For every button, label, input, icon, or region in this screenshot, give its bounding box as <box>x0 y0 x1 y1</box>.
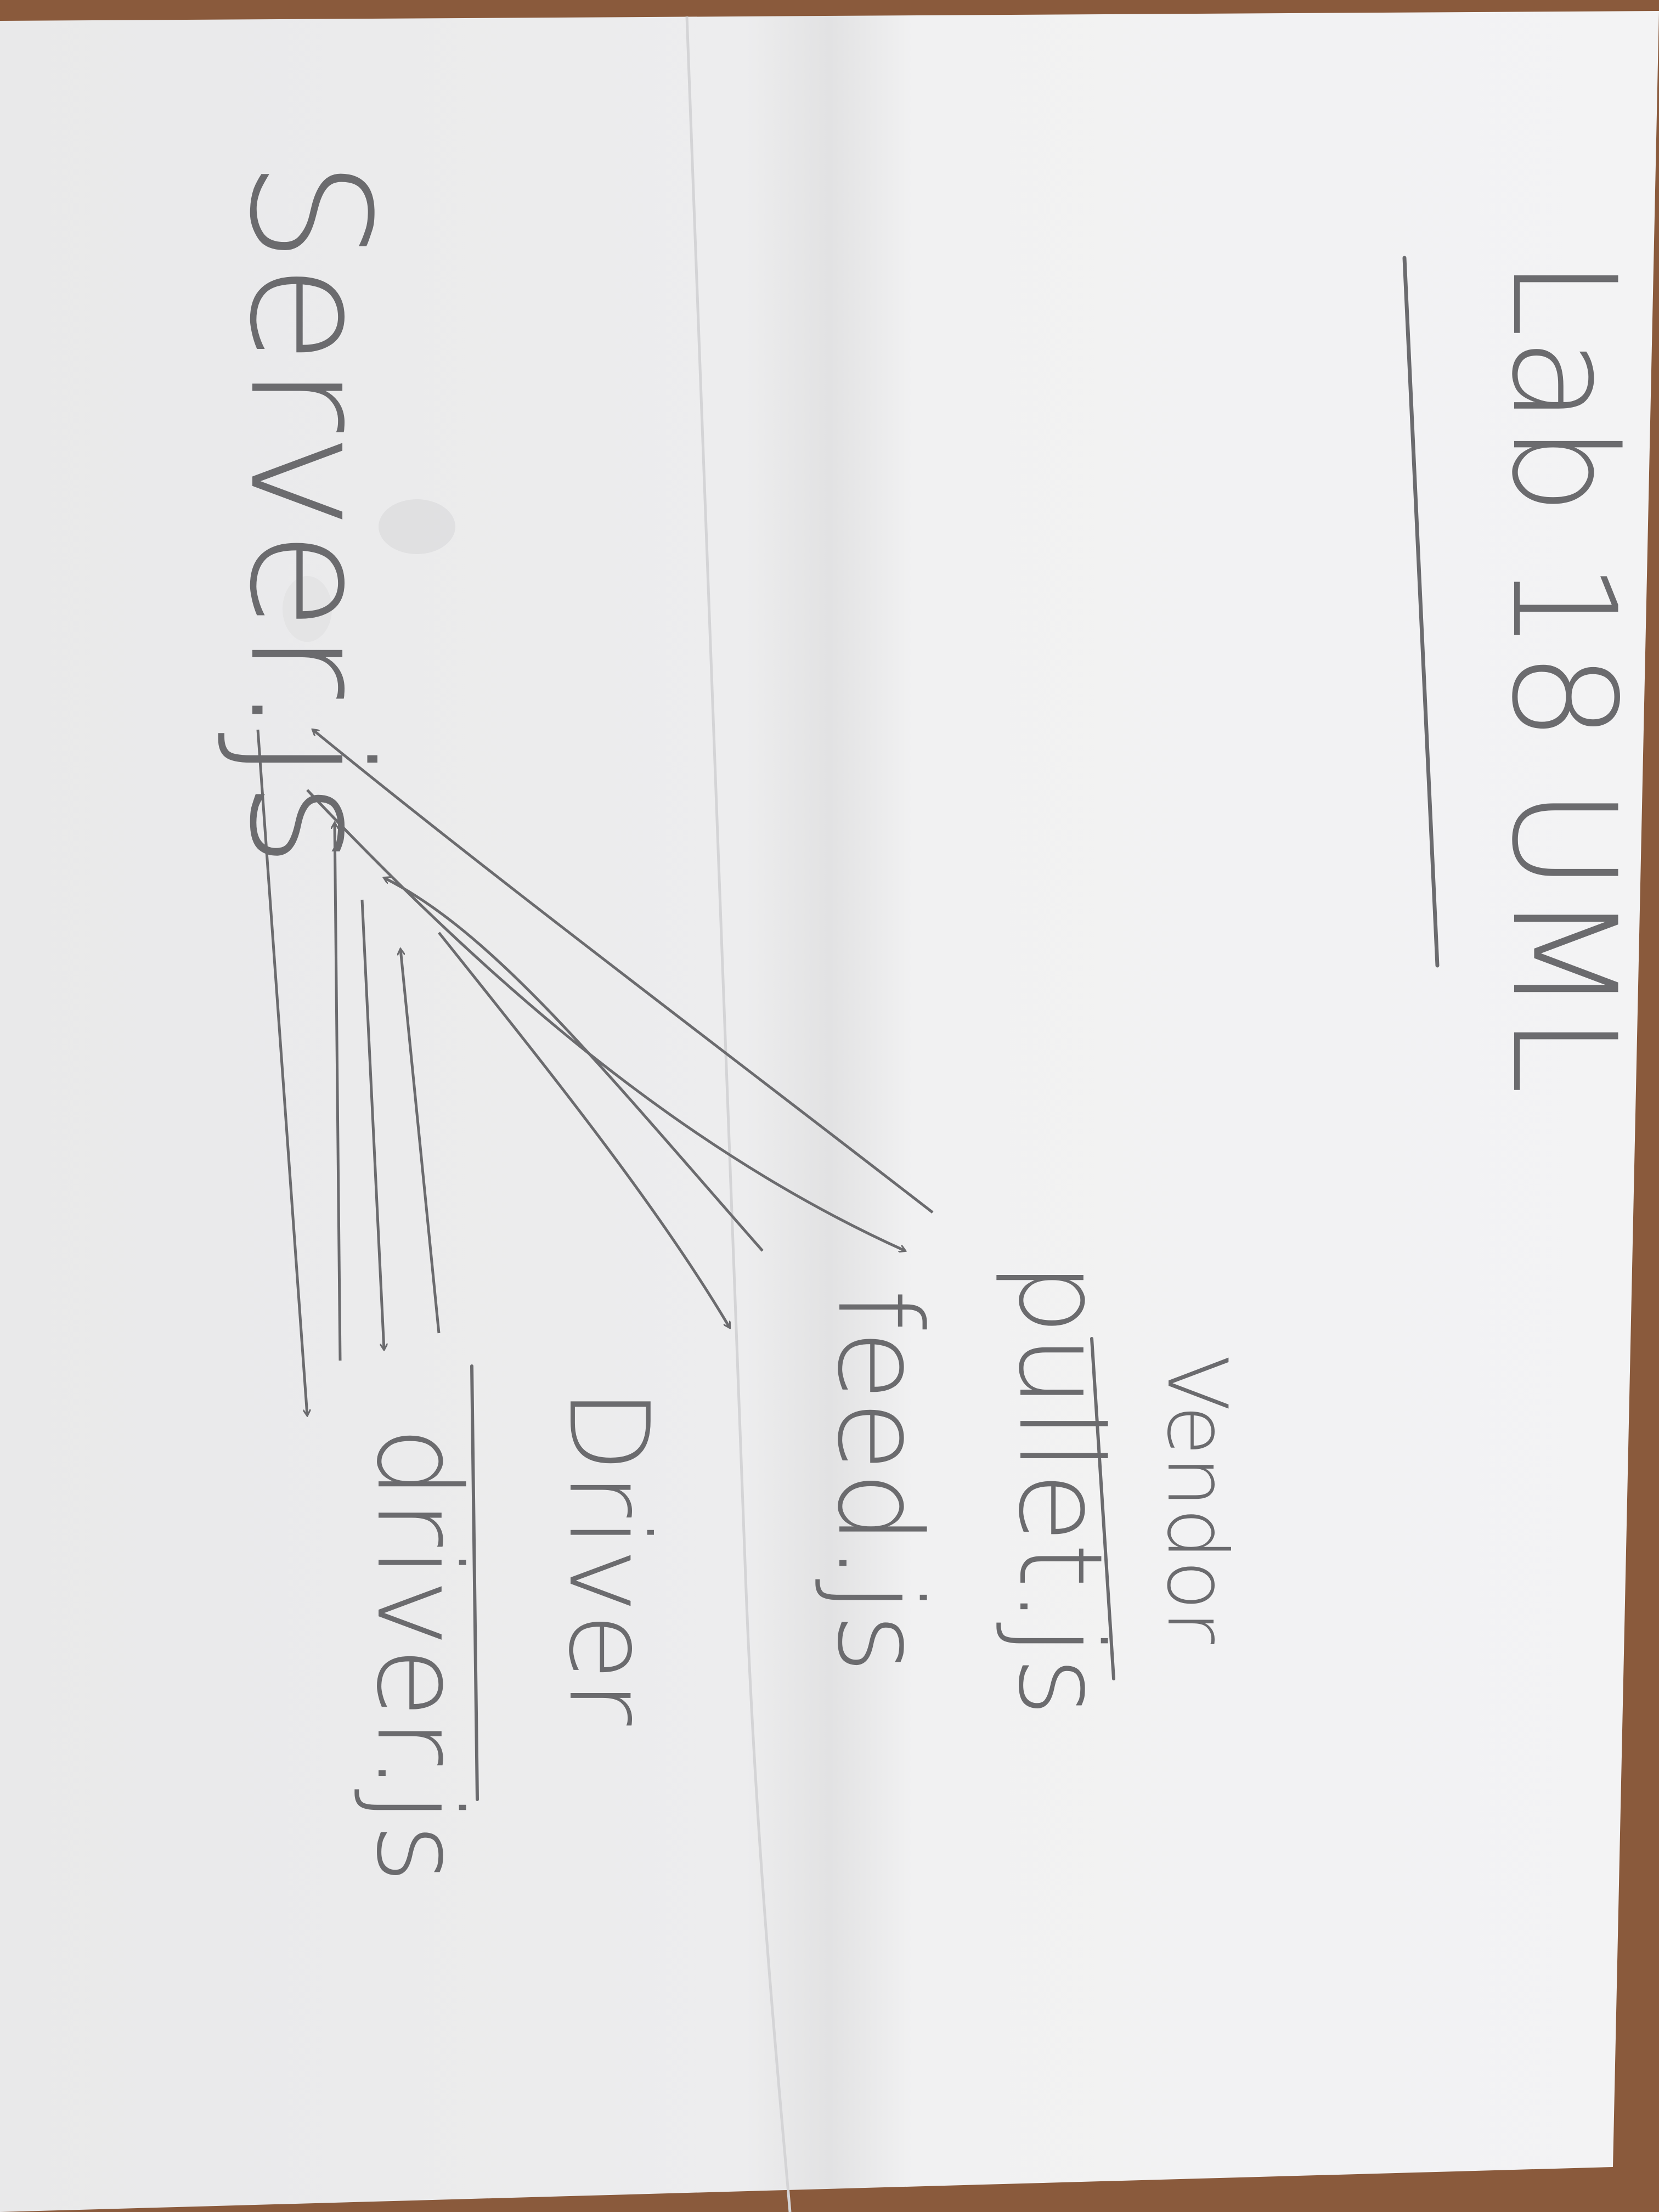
arrow-driver-to-server-2 <box>400 949 441 1334</box>
paper-fold-crease <box>685 16 792 2212</box>
arrow-driver-to-server <box>335 823 342 1361</box>
driver-underline <box>470 1364 479 1801</box>
diagram: Lab 18 UML Server.js Vendor pullet.js fe… <box>213 159 1646 1883</box>
node-server-js: Server.js <box>213 159 405 867</box>
arrow-server-to-driver-2 <box>360 899 384 1350</box>
node-pullet-js: pullet.js <box>993 1262 1127 1717</box>
paper-smudge <box>379 499 455 554</box>
vendor-underline <box>1090 1337 1115 1680</box>
title-text: Lab 18 UML <box>1480 258 1646 1094</box>
arrow-server-to-feed <box>438 932 731 1328</box>
paper-smudge <box>283 576 332 642</box>
node-feed-js: feed.js <box>812 1289 946 1673</box>
group-label-driver: Driver <box>544 1388 672 1726</box>
node-driver-js: driver.js <box>351 1426 486 1883</box>
arrow-server-to-driver <box>256 729 307 1415</box>
paper-sheet <box>0 11 1659 2212</box>
title-underline <box>1402 256 1440 968</box>
group-label-vendor: Vendor <box>1149 1355 1244 1644</box>
arrow-pullet-to-server <box>313 730 934 1214</box>
arrow-feed-to-server <box>384 878 764 1252</box>
